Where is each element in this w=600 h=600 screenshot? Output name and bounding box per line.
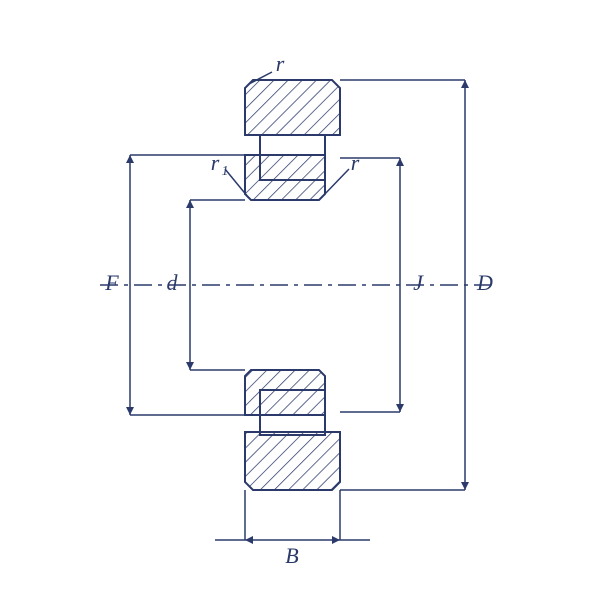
- inner-ring-top: [245, 155, 325, 200]
- svg-text:r: r: [351, 150, 360, 175]
- svg-text:d: d: [167, 270, 179, 295]
- dimension-lines: Fd J D B: [104, 80, 493, 568]
- svg-text:r: r: [276, 51, 285, 76]
- outer-ring-top: [245, 80, 340, 135]
- svg-text:1: 1: [222, 164, 229, 179]
- bearing-cross-section-diagram: FdJDB rrr1: [0, 0, 600, 600]
- outer-ring-bottom: [245, 432, 340, 490]
- svg-text:r: r: [211, 150, 220, 175]
- svg-text:D: D: [476, 270, 493, 295]
- svg-text:J: J: [413, 270, 424, 295]
- inner-ring-bottom: [245, 370, 325, 415]
- svg-text:B: B: [285, 543, 298, 568]
- svg-text:F: F: [104, 270, 119, 295]
